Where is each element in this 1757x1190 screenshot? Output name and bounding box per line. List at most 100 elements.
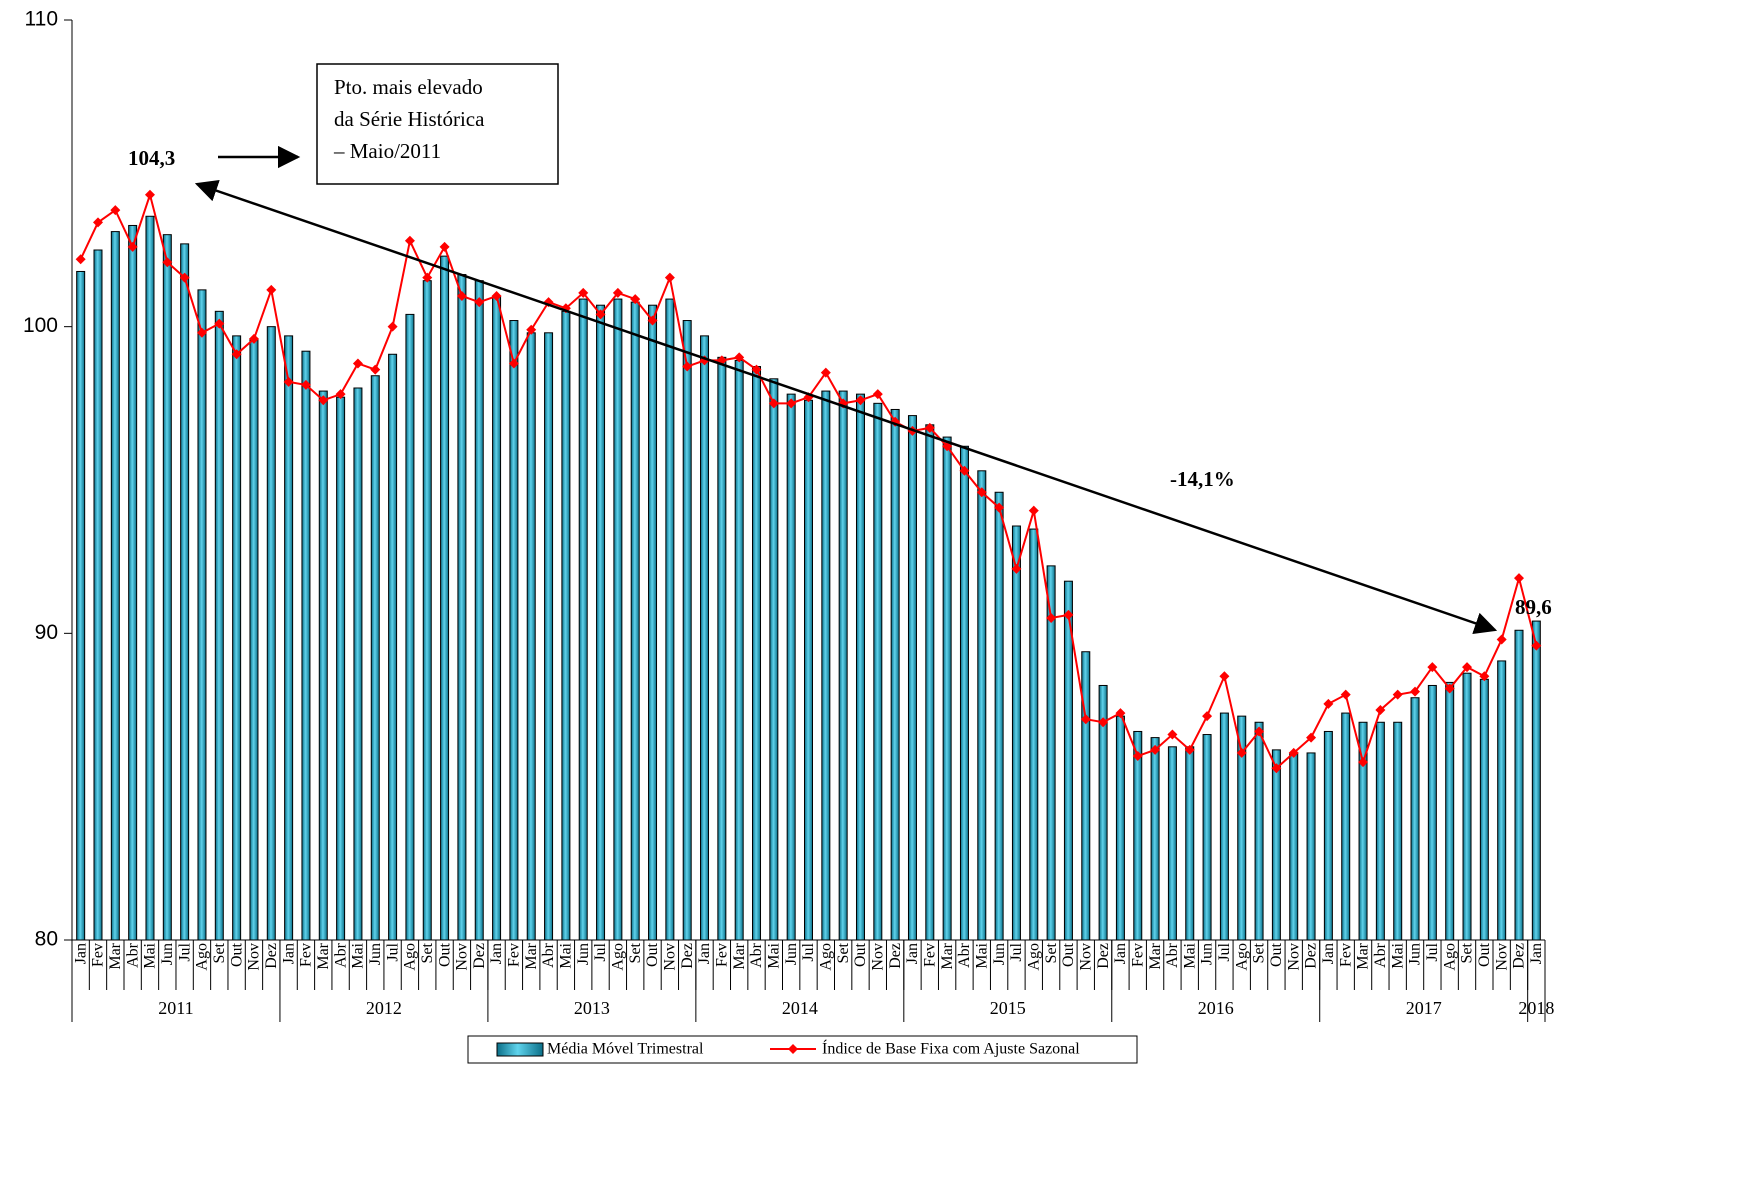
x-tick-label: Set [627, 942, 644, 963]
x-tick-label: Jan [696, 943, 713, 964]
bar [977, 470, 987, 941]
y-tick-label: 100 [23, 314, 58, 337]
x-tick-label: Mar [731, 942, 748, 969]
bar [1462, 672, 1472, 941]
x-tick-label: Out [1476, 942, 1493, 967]
x-tick-label: Dez [471, 943, 488, 969]
line-marker [1115, 708, 1126, 719]
bar [180, 243, 190, 941]
x-tick-label: Out [1268, 942, 1285, 967]
x-tick-label: Fev [506, 943, 523, 967]
x-tick-label: Mai [1181, 942, 1198, 968]
annotation: -14,1% [1170, 467, 1235, 491]
annotation: 104,3 [128, 146, 175, 170]
x-tick-label: Jan [904, 943, 921, 964]
x-tick-label: Fev [1337, 943, 1354, 967]
x-tick-label: Ago [610, 943, 627, 971]
x-tick-label: Nov [246, 943, 263, 971]
line-marker [387, 321, 398, 332]
bar [804, 399, 813, 941]
legend-label: Índice de Base Fixa com Ajuste Sazonal [822, 1039, 1080, 1058]
bar [838, 390, 848, 941]
line-marker [1427, 662, 1438, 673]
line-marker [1236, 747, 1247, 758]
x-tick-label: Jul [1008, 942, 1025, 961]
bar [370, 375, 380, 941]
y-tick-label: 90 [35, 621, 58, 644]
x-tick-label: Jun [783, 943, 800, 965]
bar [1393, 721, 1403, 941]
x-tick-label: Abr [540, 942, 557, 968]
bar [925, 424, 935, 941]
x-tick-label: Abr [956, 942, 973, 968]
x-tick-label: Jun [159, 943, 176, 965]
bar [1375, 721, 1385, 941]
x-tick-label: Nov [1077, 943, 1094, 971]
bar [76, 270, 86, 941]
bar [561, 310, 571, 941]
line-marker [1444, 683, 1455, 694]
trend-arrow [194, 179, 1498, 635]
line-marker [1375, 705, 1386, 715]
line-marker [439, 241, 450, 252]
line-marker [664, 272, 675, 283]
line-marker [1254, 726, 1265, 737]
bar [1410, 697, 1420, 941]
x-tick-label: Dez [887, 943, 904, 969]
x-tick-label: Abr [1164, 942, 1181, 968]
x-tick-label: Dez [1095, 943, 1112, 969]
line-marker [872, 389, 883, 400]
x-tick-label: Ago [1233, 943, 1250, 971]
x-tick-label: Dez [679, 943, 696, 969]
x-tick-label: Set [1459, 942, 1476, 963]
bar [596, 304, 606, 941]
bar [162, 234, 172, 941]
bar [1289, 752, 1299, 941]
bar [821, 390, 831, 941]
x-tick-label: Jun [1407, 943, 1424, 965]
bar [717, 356, 727, 941]
bar [544, 332, 554, 941]
x-tick-label: Ago [194, 943, 211, 971]
x-tick-label: Fev [1129, 943, 1146, 967]
line-marker [1219, 671, 1230, 682]
year-label: 2014 [782, 998, 818, 1018]
x-tick-label: Fev [714, 943, 731, 967]
bar [734, 359, 744, 941]
line-marker [1323, 698, 1334, 709]
x-tick-label: Jul [800, 942, 817, 961]
bar [959, 445, 969, 941]
bar [249, 338, 259, 941]
bar [630, 301, 640, 941]
year-label: 2015 [990, 998, 1026, 1018]
bar [1497, 660, 1507, 941]
x-tick-label: Jun [991, 943, 1008, 965]
bar [1358, 721, 1368, 941]
bar [1341, 712, 1351, 941]
line-marker [404, 235, 415, 246]
x-tick-label: Mar [1147, 942, 1164, 969]
x-tick-label: Abr [748, 942, 765, 968]
x-tick-label: Set [211, 942, 228, 963]
bar [1427, 684, 1437, 941]
x-tick-label: Jan [488, 943, 505, 964]
year-label: 2017 [1406, 998, 1442, 1018]
legend-swatch [496, 1042, 544, 1057]
bar [474, 280, 484, 941]
bar [110, 231, 120, 941]
bar [1445, 681, 1455, 941]
line-marker [1202, 711, 1213, 722]
year-label: 2012 [366, 998, 402, 1018]
note-line: Pto. mais elevado [334, 75, 483, 99]
bar [890, 408, 900, 941]
x-tick-label: Mar [107, 942, 124, 969]
x-tick-label: Jan [280, 943, 297, 964]
x-tick-label: Jan [1320, 943, 1337, 964]
x-tick-label: Out [228, 942, 245, 967]
x-tick-label: Nov [454, 943, 471, 971]
x-tick-label: Mar [523, 942, 540, 969]
bar [457, 274, 467, 941]
bar [1098, 684, 1108, 941]
bar [1531, 620, 1541, 941]
line-marker [1028, 505, 1039, 516]
